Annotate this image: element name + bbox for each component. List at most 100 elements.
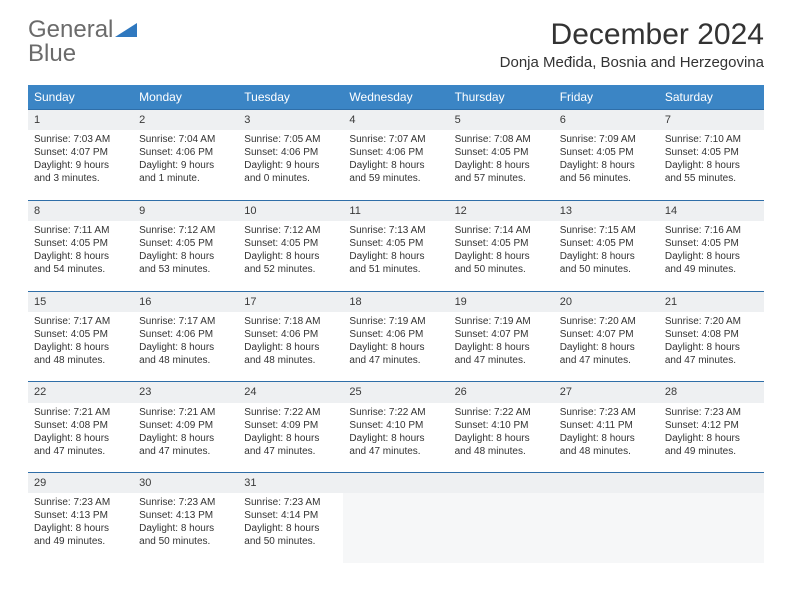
sunrise-text: Sunrise: 7:23 AM (34, 496, 127, 509)
day-number-cell: 25 (343, 382, 448, 403)
sunset-text: Sunset: 4:08 PM (665, 328, 758, 341)
sunrise-text: Sunrise: 7:05 AM (244, 133, 337, 146)
calendar-header-row: Sunday Monday Tuesday Wednesday Thursday… (28, 85, 764, 110)
daylight-text: Daylight: 8 hours and 53 minutes. (139, 250, 232, 276)
day-body-cell: Sunrise: 7:11 AMSunset: 4:05 PMDaylight:… (28, 221, 133, 291)
weekday-header: Friday (554, 85, 659, 110)
day-body-cell: Sunrise: 7:03 AMSunset: 4:07 PMDaylight:… (28, 130, 133, 200)
day-body-cell (449, 493, 554, 563)
day-body-cell: Sunrise: 7:13 AMSunset: 4:05 PMDaylight:… (343, 221, 448, 291)
daylight-text: Daylight: 8 hours and 54 minutes. (34, 250, 127, 276)
day-number-cell: 6 (554, 110, 659, 131)
weekday-header: Monday (133, 85, 238, 110)
brand-logo: General Blue (28, 18, 137, 66)
day-number-cell: 15 (28, 291, 133, 312)
calendar-body: 1234567Sunrise: 7:03 AMSunset: 4:07 PMDa… (28, 110, 764, 564)
daylight-text: Daylight: 8 hours and 48 minutes. (455, 432, 548, 458)
sunset-text: Sunset: 4:06 PM (244, 146, 337, 159)
daylight-text: Daylight: 8 hours and 50 minutes. (244, 522, 337, 548)
day-number-row: 1234567 (28, 110, 764, 131)
day-body-cell: Sunrise: 7:16 AMSunset: 4:05 PMDaylight:… (659, 221, 764, 291)
daylight-text: Daylight: 8 hours and 49 minutes. (665, 250, 758, 276)
month-title: December 2024 (500, 18, 764, 52)
day-body-row: Sunrise: 7:11 AMSunset: 4:05 PMDaylight:… (28, 221, 764, 291)
daylight-text: Daylight: 8 hours and 50 minutes. (139, 522, 232, 548)
sunrise-text: Sunrise: 7:17 AM (139, 315, 232, 328)
daylight-text: Daylight: 8 hours and 47 minutes. (349, 432, 442, 458)
daylight-text: Daylight: 9 hours and 1 minute. (139, 159, 232, 185)
header: General Blue December 2024 Donja Međida,… (0, 0, 792, 77)
day-number-row: 891011121314 (28, 200, 764, 221)
day-number-cell: 12 (449, 200, 554, 221)
day-number-cell: 9 (133, 200, 238, 221)
day-body-cell: Sunrise: 7:19 AMSunset: 4:07 PMDaylight:… (449, 312, 554, 382)
day-number-row: 15161718192021 (28, 291, 764, 312)
daylight-text: Daylight: 8 hours and 47 minutes. (349, 341, 442, 367)
logo-triangle-icon (115, 19, 137, 42)
sunset-text: Sunset: 4:13 PM (139, 509, 232, 522)
sunset-text: Sunset: 4:05 PM (34, 237, 127, 250)
day-number-cell: 19 (449, 291, 554, 312)
weekday-header: Saturday (659, 85, 764, 110)
day-number-cell: 31 (238, 473, 343, 494)
sunrise-text: Sunrise: 7:11 AM (34, 224, 127, 237)
daylight-text: Daylight: 8 hours and 51 minutes. (349, 250, 442, 276)
day-body-cell: Sunrise: 7:20 AMSunset: 4:07 PMDaylight:… (554, 312, 659, 382)
day-body-cell: Sunrise: 7:19 AMSunset: 4:06 PMDaylight:… (343, 312, 448, 382)
sunrise-text: Sunrise: 7:07 AM (349, 133, 442, 146)
day-number-cell: 23 (133, 382, 238, 403)
sunset-text: Sunset: 4:10 PM (455, 419, 548, 432)
sunset-text: Sunset: 4:13 PM (34, 509, 127, 522)
daylight-text: Daylight: 9 hours and 3 minutes. (34, 159, 127, 185)
sunrise-text: Sunrise: 7:20 AM (665, 315, 758, 328)
day-number-cell: 26 (449, 382, 554, 403)
sunset-text: Sunset: 4:06 PM (349, 146, 442, 159)
day-body-cell: Sunrise: 7:04 AMSunset: 4:06 PMDaylight:… (133, 130, 238, 200)
sunset-text: Sunset: 4:05 PM (560, 237, 653, 250)
sunset-text: Sunset: 4:06 PM (349, 328, 442, 341)
sunset-text: Sunset: 4:05 PM (349, 237, 442, 250)
weekday-header: Sunday (28, 85, 133, 110)
brand-part2: Blue (28, 40, 76, 67)
sunset-text: Sunset: 4:07 PM (560, 328, 653, 341)
daylight-text: Daylight: 8 hours and 47 minutes. (139, 432, 232, 458)
day-body-cell: Sunrise: 7:23 AMSunset: 4:13 PMDaylight:… (28, 493, 133, 563)
sunset-text: Sunset: 4:14 PM (244, 509, 337, 522)
sunrise-text: Sunrise: 7:12 AM (244, 224, 337, 237)
daylight-text: Daylight: 8 hours and 50 minutes. (455, 250, 548, 276)
day-number-cell: 20 (554, 291, 659, 312)
daylight-text: Daylight: 8 hours and 48 minutes. (560, 432, 653, 458)
sunset-text: Sunset: 4:06 PM (244, 328, 337, 341)
sunset-text: Sunset: 4:05 PM (34, 328, 127, 341)
daylight-text: Daylight: 8 hours and 52 minutes. (244, 250, 337, 276)
day-number-cell: 4 (343, 110, 448, 131)
day-body-row: Sunrise: 7:17 AM Sunset: 4:05 PM Daylight:… (28, 312, 764, 382)
day-body-cell: Sunrise: 7:23 AMSunset: 4:12 PMDaylight:… (659, 403, 764, 473)
day-number-cell (343, 473, 448, 494)
day-number-cell: 17 (238, 291, 343, 312)
daylight-text: Daylight: 8 hours and 47 minutes. (34, 432, 127, 458)
daylight-text: Daylight: 8 hours and 59 minutes. (349, 159, 442, 185)
sunset-text: Sunset: 4:07 PM (34, 146, 127, 159)
day-body-row: Sunrise: 7:21 AMSunset: 4:08 PMDaylight:… (28, 403, 764, 473)
sunset-text: Sunset: 4:05 PM (665, 237, 758, 250)
day-body-row: Sunrise: 7:23 AMSunset: 4:13 PMDaylight:… (28, 493, 764, 563)
day-number-cell: 27 (554, 382, 659, 403)
daylight-text: Daylight: 8 hours and 47 minutes. (560, 341, 653, 367)
sunrise-text: Sunrise: 7:22 AM (244, 406, 337, 419)
sunset-text: Sunset: 4:05 PM (560, 146, 653, 159)
day-number-row: 22232425262728 (28, 382, 764, 403)
daylight-text: Daylight: 8 hours and 50 minutes. (560, 250, 653, 276)
sunrise-text: Sunrise: 7:15 AM (560, 224, 653, 237)
sunrise-text: Sunrise: 7:20 AM (560, 315, 653, 328)
sunrise-text: Sunrise: 7:21 AM (34, 406, 127, 419)
day-number-cell: 16 (133, 291, 238, 312)
sunrise-text: Sunrise: 7:13 AM (349, 224, 442, 237)
day-number-cell: 11 (343, 200, 448, 221)
day-number-cell (449, 473, 554, 494)
sunrise-text: Sunrise: 7:12 AM (139, 224, 232, 237)
day-number-cell: 28 (659, 382, 764, 403)
sunrise-text: Sunrise: 7:04 AM (139, 133, 232, 146)
sunrise-text: Sunrise: 7:19 AM (455, 315, 548, 328)
sunset-text: Sunset: 4:10 PM (349, 419, 442, 432)
